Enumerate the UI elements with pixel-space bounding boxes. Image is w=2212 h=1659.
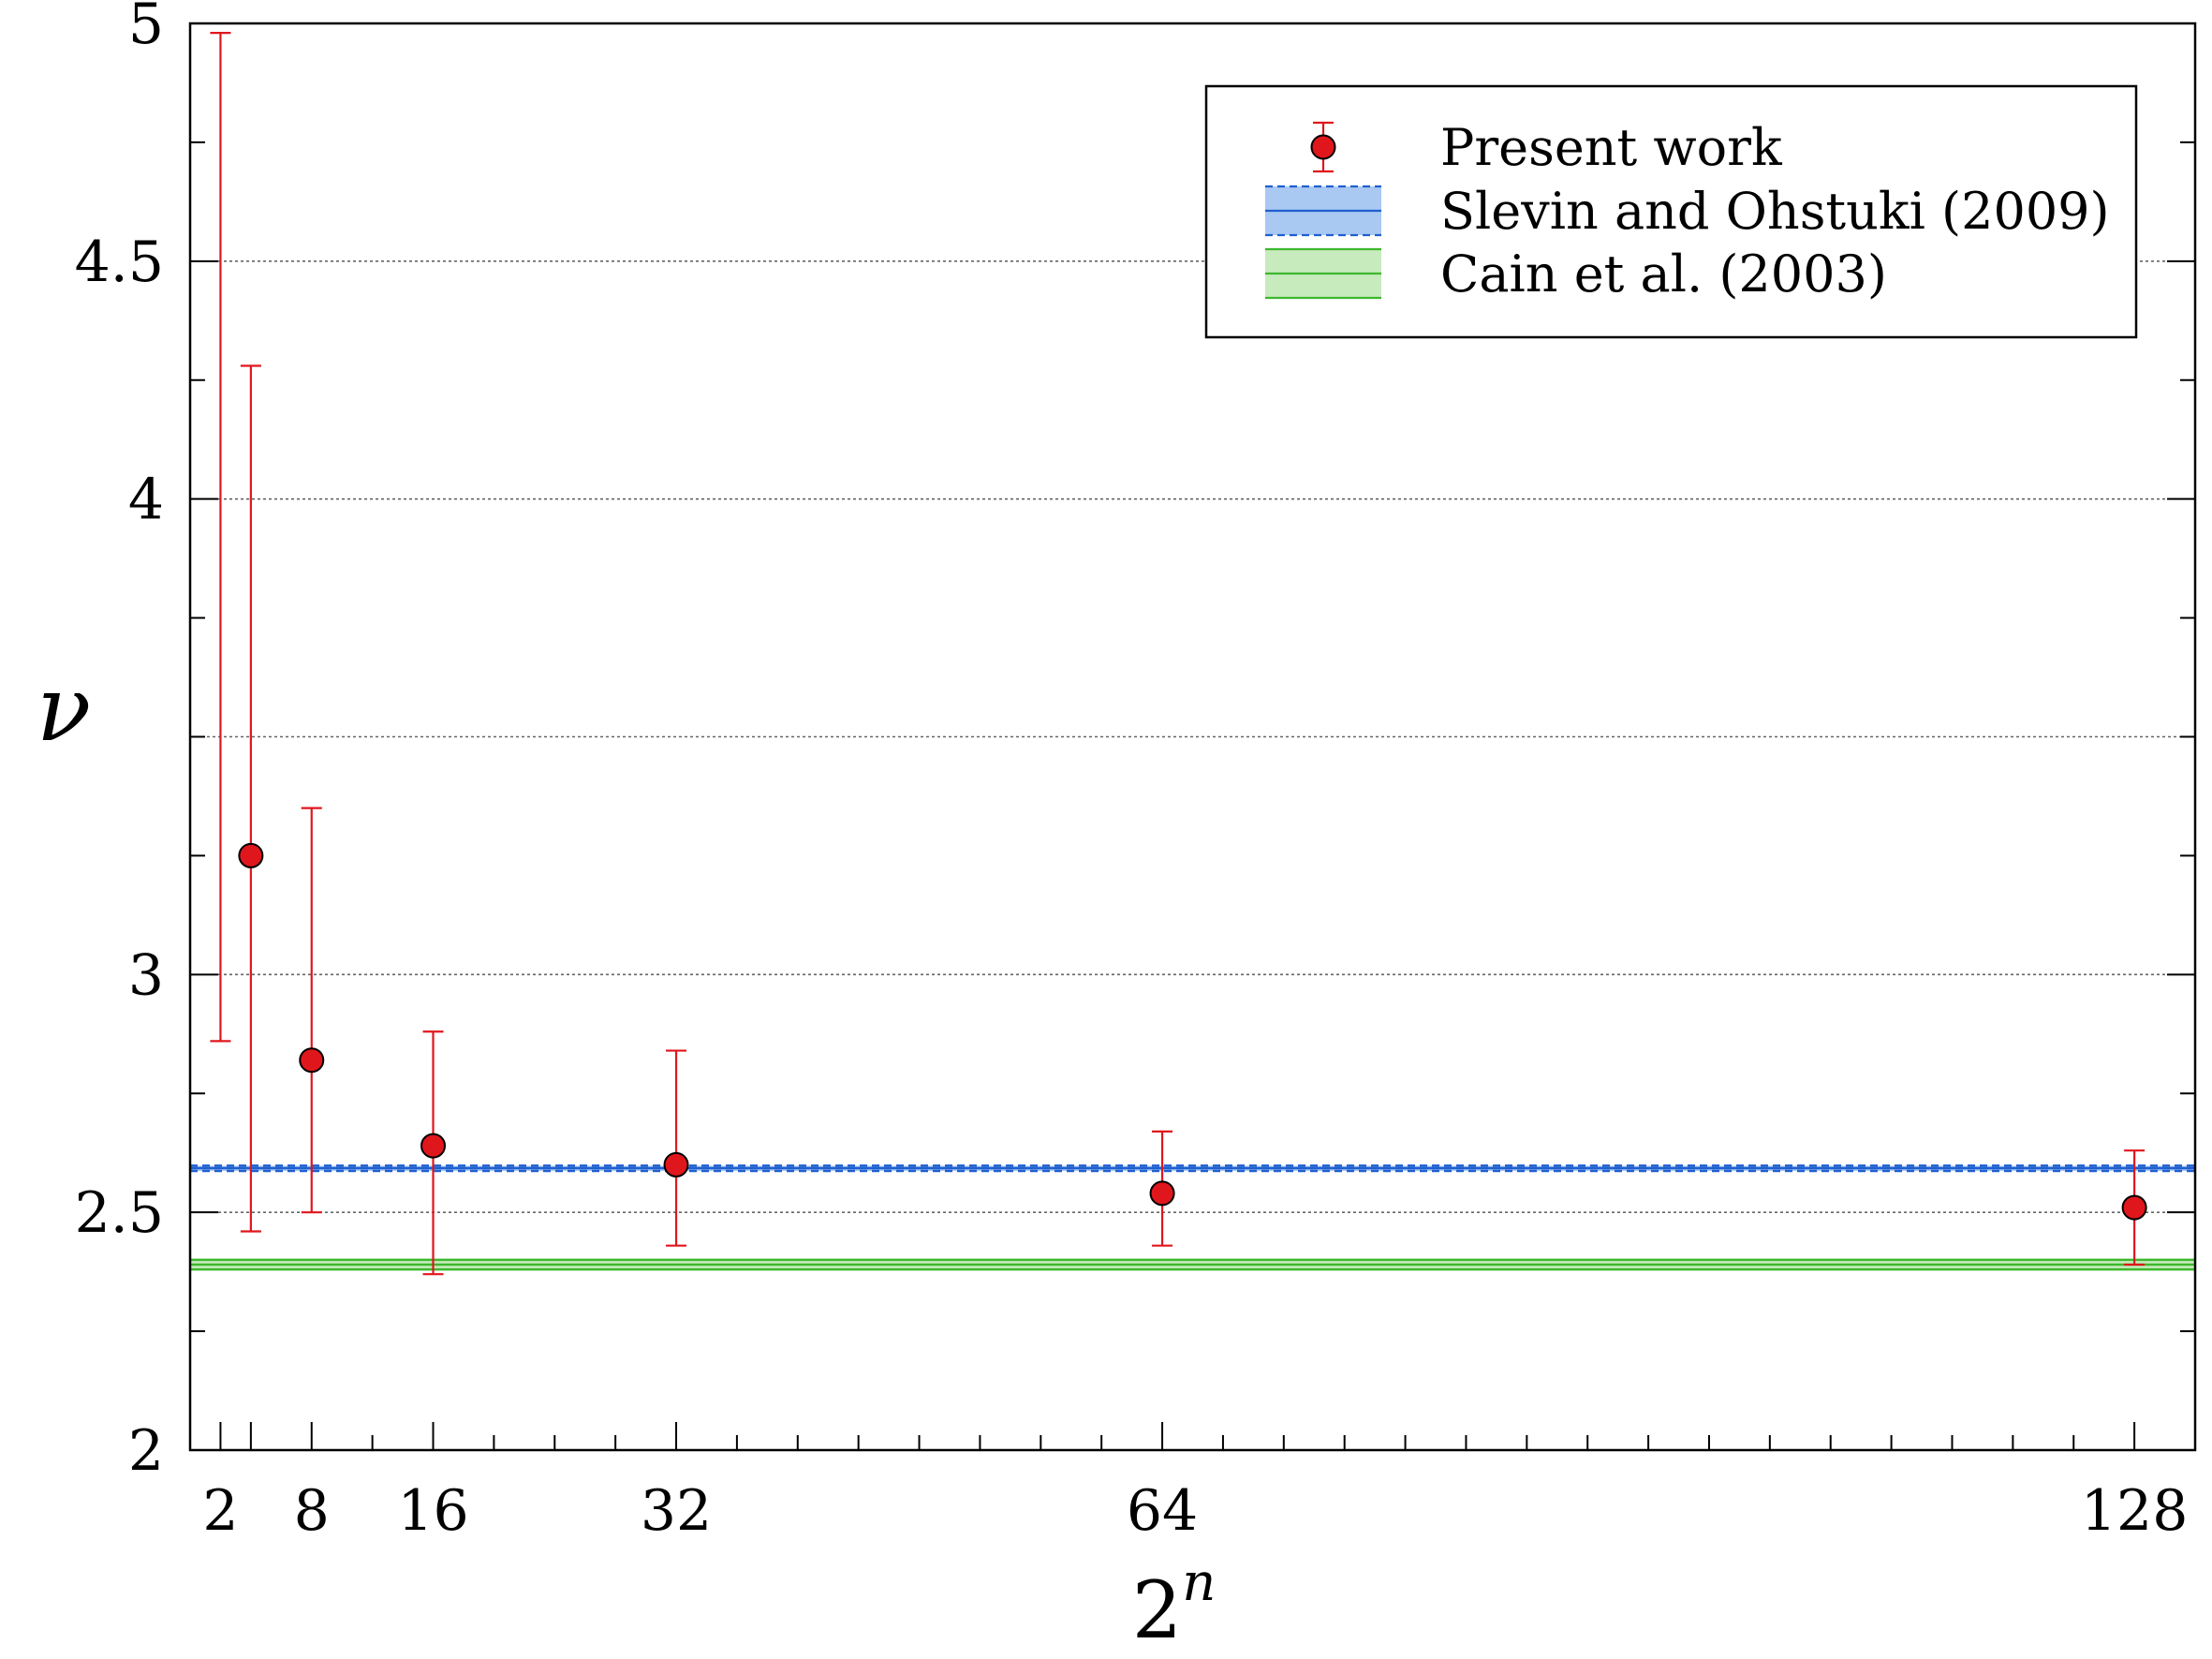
y-tick-label: 4.5: [75, 230, 164, 295]
data-point: [2121, 1194, 2147, 1221]
x-axis-title: 2n: [1132, 1552, 1217, 1656]
x-tick-label: 2: [202, 1478, 238, 1544]
data-point: [238, 842, 264, 868]
legend-label: Present work: [1440, 118, 1783, 177]
series-layer: [210, 32, 2147, 1276]
data-point: [1149, 1180, 1175, 1207]
data-point: [420, 1133, 447, 1159]
y-tick-label: 3: [128, 942, 164, 1008]
y-tick-label: 2.5: [75, 1180, 164, 1246]
x-tick-label: 64: [1127, 1478, 1198, 1544]
y-tick-label: 2: [128, 1418, 164, 1484]
legend-marker: [1310, 134, 1336, 160]
y-tick-label: 4: [128, 467, 164, 533]
legend-label: Cain et al. (2003): [1440, 244, 1887, 304]
x-tick-label: 128: [2081, 1478, 2189, 1544]
data-point: [299, 1047, 325, 1074]
x-tick-label: 8: [294, 1478, 330, 1544]
x-axis-title-base: 2: [1132, 1564, 1182, 1656]
y-axis-title: ν: [37, 657, 91, 762]
y-tick-label: 5: [128, 0, 164, 57]
data-point: [663, 1151, 689, 1178]
x-tick-label: 32: [641, 1478, 712, 1544]
x-axis-title-exponent: n: [1182, 1552, 1216, 1613]
grid-layer: [190, 260, 2195, 1213]
legend-label: Slevin and Ohstuki (2009): [1440, 182, 2110, 241]
x-tick-label: 16: [397, 1478, 468, 1544]
band-layer: [190, 1164, 2195, 1271]
